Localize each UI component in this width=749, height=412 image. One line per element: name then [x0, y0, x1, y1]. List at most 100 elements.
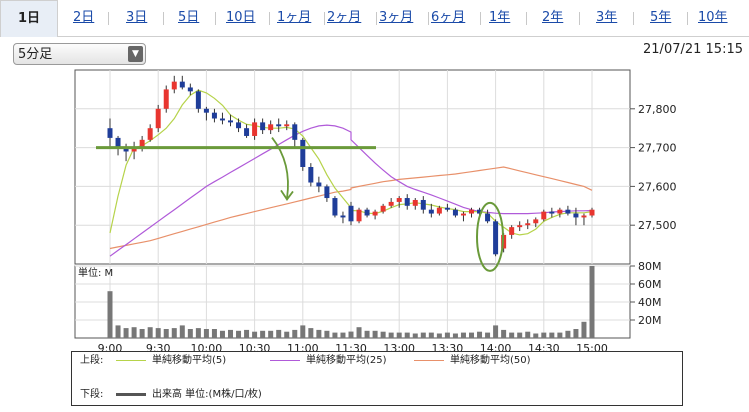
tab-5[interactable]: 1ヶ月 [277, 10, 312, 25]
candle-body [203, 108, 209, 113]
tab-3[interactable]: 5日 [178, 10, 200, 25]
candle-body [509, 227, 515, 235]
candle-body [380, 205, 386, 212]
volume-bar [509, 332, 515, 338]
candle-body [356, 209, 362, 222]
candle-body [541, 211, 547, 220]
x-tick-label: 11:00 [287, 342, 319, 351]
interval-select[interactable]: 5分足 ▼ [13, 43, 146, 65]
volume-bar [469, 332, 474, 338]
tab-8[interactable]: 6ヶ月 [431, 10, 466, 25]
legend-volume-swatch [116, 392, 146, 396]
annotation-circle [476, 201, 504, 272]
tab-0[interactable]: 1日 [0, 0, 58, 37]
volume-bar [404, 332, 410, 338]
volume-bar [203, 329, 209, 338]
volume-bar [388, 332, 394, 338]
volume-bar [372, 330, 378, 338]
candle-body [573, 213, 579, 218]
volume-bar [268, 330, 274, 338]
candle-body [533, 219, 539, 224]
volume-bar [139, 329, 145, 338]
volume-bar [444, 332, 450, 338]
candle-body [195, 91, 201, 109]
volume-bar [340, 332, 346, 338]
volume-bar [573, 329, 579, 338]
volume-bar [131, 327, 137, 338]
tab-11[interactable]: 3年 [596, 10, 618, 25]
volume-bar [589, 266, 595, 338]
volume-bar [452, 333, 458, 338]
tab-12[interactable]: 5年 [650, 10, 672, 25]
tab-9[interactable]: 1年 [489, 10, 511, 25]
volume-bar [292, 329, 298, 338]
legend-ma25-swatch [270, 359, 300, 361]
chevron-down-icon[interactable]: ▼ [128, 46, 143, 62]
volume-bar [211, 329, 217, 338]
ma50-line [109, 166, 593, 250]
legend-ma5-label: 単純移動平均(5) [152, 355, 227, 366]
candle-body [493, 221, 499, 255]
volume-bar [485, 332, 491, 338]
candle-body [163, 89, 169, 109]
tab-separator [108, 12, 109, 25]
tab-separator [324, 12, 325, 25]
volume-tick-label: 80M [638, 260, 662, 273]
volume-tick-label: 40M [638, 296, 662, 309]
volume-bar [236, 330, 242, 338]
x-tick-label: 13:30 [432, 342, 464, 351]
tab-separator [163, 12, 164, 25]
tab-separator [215, 12, 216, 25]
tab-separator [579, 12, 580, 25]
candle-body [420, 199, 426, 210]
candle-body [428, 209, 434, 214]
volume-bar [244, 329, 250, 338]
candle-body [460, 213, 466, 216]
tab-2[interactable]: 3日 [126, 10, 148, 25]
tab-separator [526, 12, 527, 25]
volume-bar [187, 329, 193, 338]
tab-4[interactable]: 10日 [226, 10, 256, 25]
legend-ma5: 単純移動平均(5) [116, 354, 226, 368]
volume-bar [324, 330, 330, 338]
candle-body [236, 122, 242, 129]
candle-body [452, 209, 458, 216]
legend-upper-label: 上段: [80, 355, 104, 366]
legend-lower-label: 下段: [80, 389, 104, 400]
volume-bar [163, 329, 169, 338]
candle-body [388, 201, 394, 206]
ma25-line [109, 124, 593, 257]
candle-body [292, 124, 298, 140]
tab-separator [428, 12, 429, 25]
candle-body [477, 209, 483, 214]
tab-7[interactable]: 3ヶ月 [379, 10, 414, 25]
volume-bar [565, 330, 571, 338]
volume-bar [549, 332, 555, 338]
volume-bar [171, 328, 177, 338]
tab-1[interactable]: 2日 [73, 10, 95, 25]
tab-10[interactable]: 2年 [542, 10, 564, 25]
volume-bar [493, 325, 499, 338]
candle-body [147, 128, 153, 140]
volume-bar [501, 329, 507, 338]
candle-body [131, 147, 137, 152]
volume-bar [380, 331, 386, 338]
volume-bar [284, 331, 290, 338]
candle-body [308, 167, 314, 183]
tab-6[interactable]: 2ヶ月 [327, 10, 362, 25]
candle-body [252, 122, 258, 136]
stock-chart: 9:00 9:30 10:00 10:30 11:00 11:30 13:00 13:30 14… [74, 69, 677, 351]
x-tick-label: 13:00 [383, 342, 415, 351]
candle-body [171, 81, 177, 90]
candle-body [260, 122, 266, 131]
candle-body [549, 211, 555, 214]
volume-unit-label: 単位: M [78, 266, 113, 279]
candle-body [332, 198, 338, 216]
x-tick-label: 9:00 [98, 342, 123, 351]
x-tick-label: 14:00 [480, 342, 512, 351]
candle-body [139, 139, 145, 148]
candle-body [364, 209, 370, 216]
volume-bar [541, 332, 547, 338]
tab-13[interactable]: 10年 [698, 10, 728, 25]
price-tick-label: 27,500 [638, 219, 677, 232]
